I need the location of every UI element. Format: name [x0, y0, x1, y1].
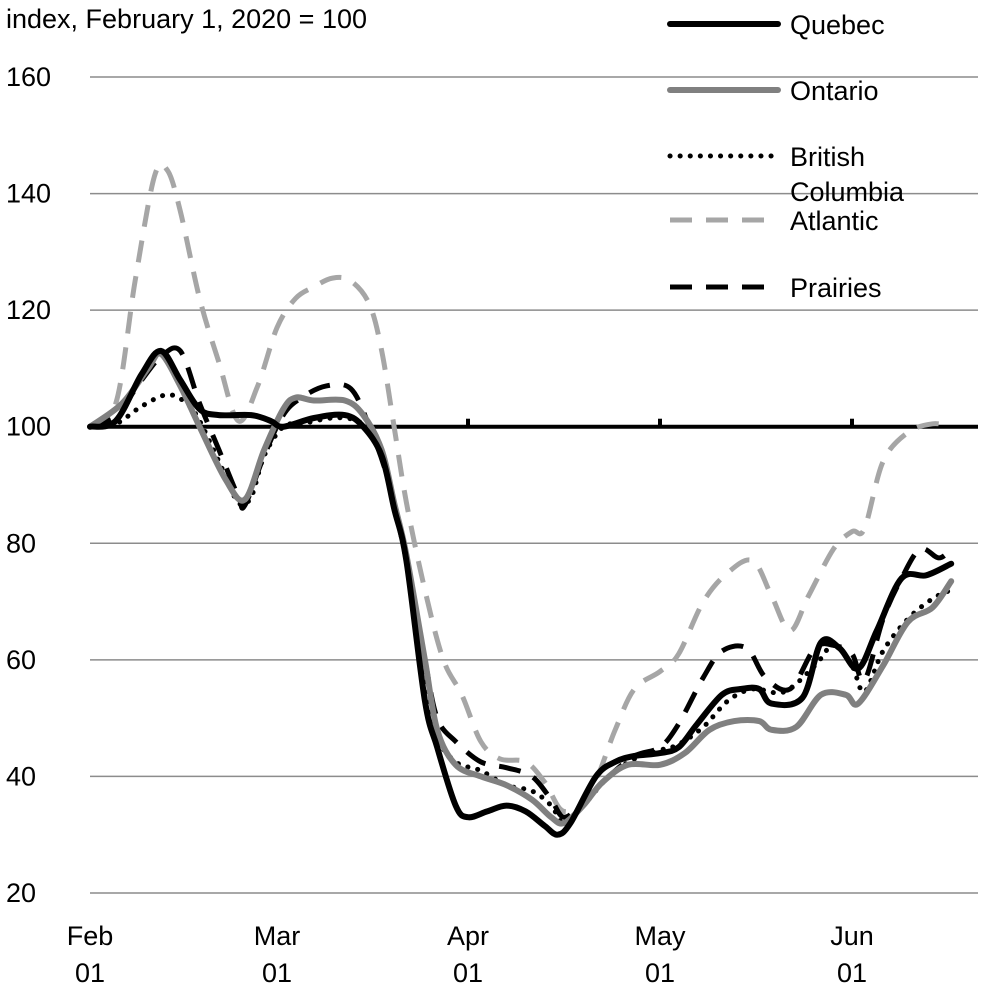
series-line-british-columbia [87, 392, 954, 826]
gridlines [90, 76, 978, 894]
x-tick-label-month: Mar [254, 921, 301, 951]
legend-item-atlantic: Atlantic [670, 206, 879, 236]
legend-item-prairies: Prairies [670, 273, 882, 303]
series-line-prairies [88, 345, 953, 820]
legend-label: Ontario [790, 76, 879, 106]
y-tick-labels: 20 40 60 80 100 120 140 160 [6, 62, 51, 908]
x-tick-label-month: Apr [447, 921, 489, 951]
x-tick-label-day: 01 [262, 958, 292, 988]
legend-label: British Columbia [790, 142, 905, 207]
series-line-ontario [87, 350, 955, 827]
y-tick-label: 60 [6, 645, 36, 675]
series-lines [87, 161, 955, 838]
x-tick-labels: Feb 01 Mar 01 Apr 01 May 01 Jun 01 [67, 921, 874, 988]
y-tick-label: 80 [6, 528, 36, 558]
y-tick-label: 140 [6, 179, 51, 209]
y-tick-label: 160 [6, 62, 51, 92]
x-tick-label-month: Jun [830, 921, 874, 951]
x-tick-label-month: May [634, 921, 686, 951]
x-tick-label-day: 01 [645, 958, 675, 988]
legend-item-quebec: Quebec [667, 10, 885, 40]
series-line-atlantic [88, 161, 952, 815]
y-axis-label: index, February 1, 2020 = 100 [6, 4, 367, 34]
x-tick-label-day: 01 [453, 958, 483, 988]
series-line-quebec [87, 347, 955, 838]
legend-item-british-columbia: British Columbia [667, 142, 905, 207]
x-tick-label-month: Feb [67, 921, 114, 951]
x-tick-label-day: 01 [75, 958, 105, 988]
legend-label: Quebec [790, 10, 885, 40]
x-tick-label-day: 01 [837, 958, 867, 988]
y-tick-label: 120 [6, 295, 51, 325]
y-tick-label: 20 [6, 878, 36, 908]
y-tick-label: 40 [6, 761, 36, 791]
y-tick-label: 100 [6, 412, 51, 442]
legend-label: Atlantic [790, 206, 879, 236]
legend-item-ontario: Ontario [667, 76, 879, 106]
legend-label: Prairies [790, 273, 882, 303]
